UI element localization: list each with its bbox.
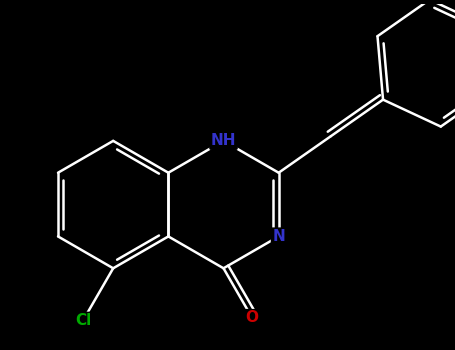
Text: Cl: Cl [75,313,91,328]
Text: NH: NH [211,133,236,148]
Text: O: O [246,310,259,326]
Text: N: N [272,229,285,244]
Text: N: N [217,133,230,148]
